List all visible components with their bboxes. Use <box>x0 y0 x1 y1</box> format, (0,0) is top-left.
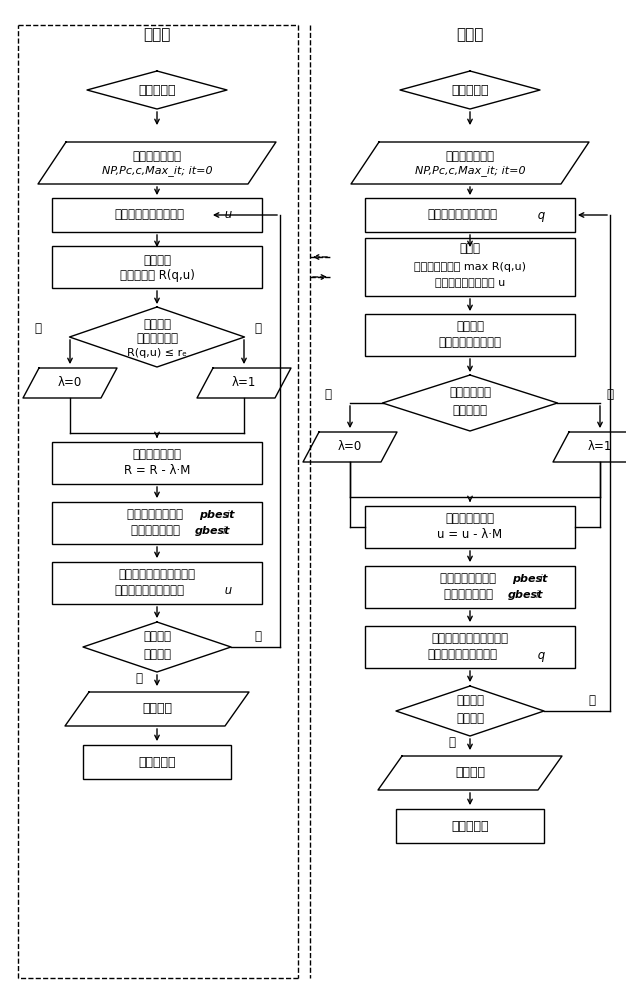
Text: 内优化开始: 内优化开始 <box>138 84 176 97</box>
Text: 结构分析: 结构分析 <box>143 253 171 266</box>
Text: 输出数据: 输出数据 <box>142 702 172 716</box>
Text: R(q,u) ≤ rₑ: R(q,u) ≤ rₑ <box>127 348 187 358</box>
Text: 更新粒子最优位置 ​: 更新粒子最优位置 ​ <box>440 572 500 585</box>
Text: 是: 是 <box>448 736 456 750</box>
Bar <box>52 562 262 604</box>
Text: 返回最不利性能 max R(q,u): 返回最不利性能 max R(q,u) <box>414 262 526 272</box>
Text: i: i <box>540 574 543 584</box>
Text: 否: 否 <box>588 694 595 708</box>
Text: 是否满足: 是否满足 <box>143 631 171 644</box>
Text: i: i <box>223 526 226 536</box>
Text: pbest: pbest <box>512 574 548 584</box>
Bar <box>365 314 575 356</box>
Text: 到子代种群及更新后的: 到子代种群及更新后的 <box>427 648 497 662</box>
Text: 更新粒子最优位置 ​: 更新粒子最优位置 ​ <box>127 508 187 522</box>
Text: 结构分析: 结构分析 <box>456 320 484 334</box>
Text: 及对应的不确定变量 u: 及对应的不确定变量 u <box>435 278 505 288</box>
Bar <box>365 626 575 668</box>
Text: 停止条件: 停止条件 <box>456 712 484 726</box>
Text: 否: 否 <box>255 631 262 644</box>
Text: q: q <box>535 209 546 222</box>
Text: 输出数据: 输出数据 <box>455 766 485 780</box>
Text: λ=0: λ=0 <box>338 440 362 454</box>
Text: NP,Pc,c,Max_it; it=0: NP,Pc,c,Max_it; it=0 <box>414 166 525 176</box>
Text: 和种群最优位置 ​: 和种群最优位置 ​ <box>444 588 496 601</box>
Text: 到子代种群及更新后的: 到子代种群及更新后的 <box>114 584 184 597</box>
Text: 外优化: 外优化 <box>456 27 484 42</box>
Bar <box>52 246 262 288</box>
Text: λ=1: λ=1 <box>588 440 612 454</box>
Text: 初始化算法参数: 初始化算法参数 <box>133 150 182 163</box>
Text: 是否满足: 是否满足 <box>456 694 484 708</box>
Text: q: q <box>535 648 546 662</box>
Bar <box>52 198 262 232</box>
Text: 更新目标函数值: 更新目标函数值 <box>133 448 182 462</box>
Bar <box>365 198 575 232</box>
Text: 更新粒子速度和位置，得: 更新粒子速度和位置，得 <box>431 633 508 646</box>
Text: 更新目标函数值: 更新目标函数值 <box>446 512 495 526</box>
Text: 是: 是 <box>34 322 41 336</box>
Text: λ=1: λ=1 <box>232 376 256 389</box>
Text: 临界约束条件: 临界约束条件 <box>136 332 178 346</box>
Bar <box>83 745 231 779</box>
Bar <box>396 809 544 843</box>
Text: NP,Pc,c,Max_it; it=0: NP,Pc,c,Max_it; it=0 <box>101 166 212 176</box>
Text: gbest: gbest <box>508 590 543 600</box>
Text: 外优化开始: 外优化开始 <box>451 84 489 97</box>
Text: 及位移约束: 及位移约束 <box>453 404 488 418</box>
Bar <box>365 566 575 608</box>
Text: 初始化种群及设计变量: 初始化种群及设计变量 <box>114 209 184 222</box>
Text: u: u <box>222 209 233 222</box>
Text: u = u - λ·M: u = u - λ·M <box>438 528 503 542</box>
Text: 停止条件: 停止条件 <box>143 648 171 662</box>
Text: gbest: gbest <box>195 526 230 536</box>
Text: 内优化: 内优化 <box>459 242 481 255</box>
Text: 外优化结束: 外优化结束 <box>451 820 489 832</box>
Text: 否: 否 <box>607 388 613 401</box>
Text: 内优化: 内优化 <box>143 27 171 42</box>
Text: 得性能函数 R(q,u): 得性能函数 R(q,u) <box>120 269 195 282</box>
Text: 是否满足应力: 是否满足应力 <box>449 386 491 399</box>
Text: 得应力及控制点位移: 得应力及控制点位移 <box>438 336 501 350</box>
Bar <box>365 506 575 548</box>
Text: 和种群最优位置 ​: 和种群最优位置 ​ <box>131 524 183 538</box>
Text: 是否满足: 是否满足 <box>143 318 171 332</box>
Text: λ=0: λ=0 <box>58 376 82 389</box>
Text: 是: 是 <box>324 388 332 401</box>
Bar <box>365 238 575 296</box>
Bar <box>52 442 262 484</box>
Text: 初始化种群及设计变量: 初始化种群及设计变量 <box>427 209 497 222</box>
Text: 否: 否 <box>255 322 262 336</box>
Text: u: u <box>222 584 233 597</box>
Text: i: i <box>536 590 539 600</box>
Text: 初始化算法参数: 初始化算法参数 <box>446 150 495 163</box>
Text: i: i <box>227 510 230 520</box>
Text: 更新粒子速度和位置，得: 更新粒子速度和位置，得 <box>118 568 195 582</box>
Text: R = R - λ·M: R = R - λ·M <box>124 464 190 478</box>
Text: 是: 是 <box>135 672 143 686</box>
Text: 内优化结束: 内优化结束 <box>138 756 176 768</box>
Text: pbest: pbest <box>199 510 235 520</box>
Bar <box>52 502 262 544</box>
